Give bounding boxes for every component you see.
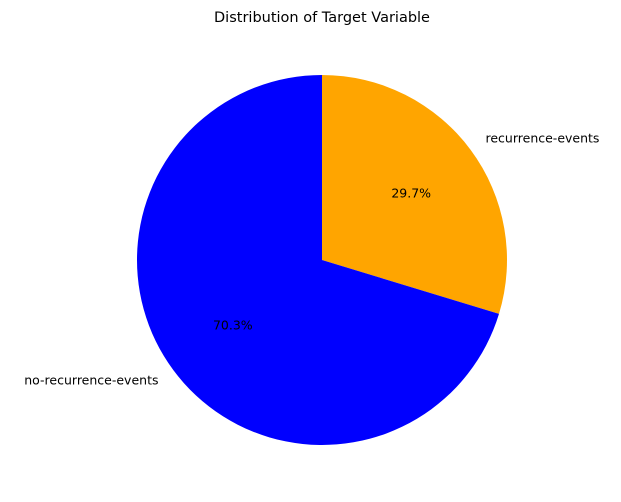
pie-slice-no-recurrence-events (137, 75, 499, 446)
slice-label-no-recurrence-events: no-recurrence-events (24, 373, 158, 388)
pie-labels: recurrence-events 29.7% no-recurrence-even… (24, 130, 599, 387)
slice-percent-no-recurrence-events: 70.3% (213, 318, 253, 333)
slice-label-recurrence-events: recurrence-events (486, 130, 600, 145)
chart-title: Distribution of Target Variable (214, 10, 430, 26)
pie-slice-recurrence-events (322, 75, 507, 314)
pie-slices (137, 75, 507, 446)
slice-percent-recurrence-events: 29.7% (391, 185, 431, 200)
